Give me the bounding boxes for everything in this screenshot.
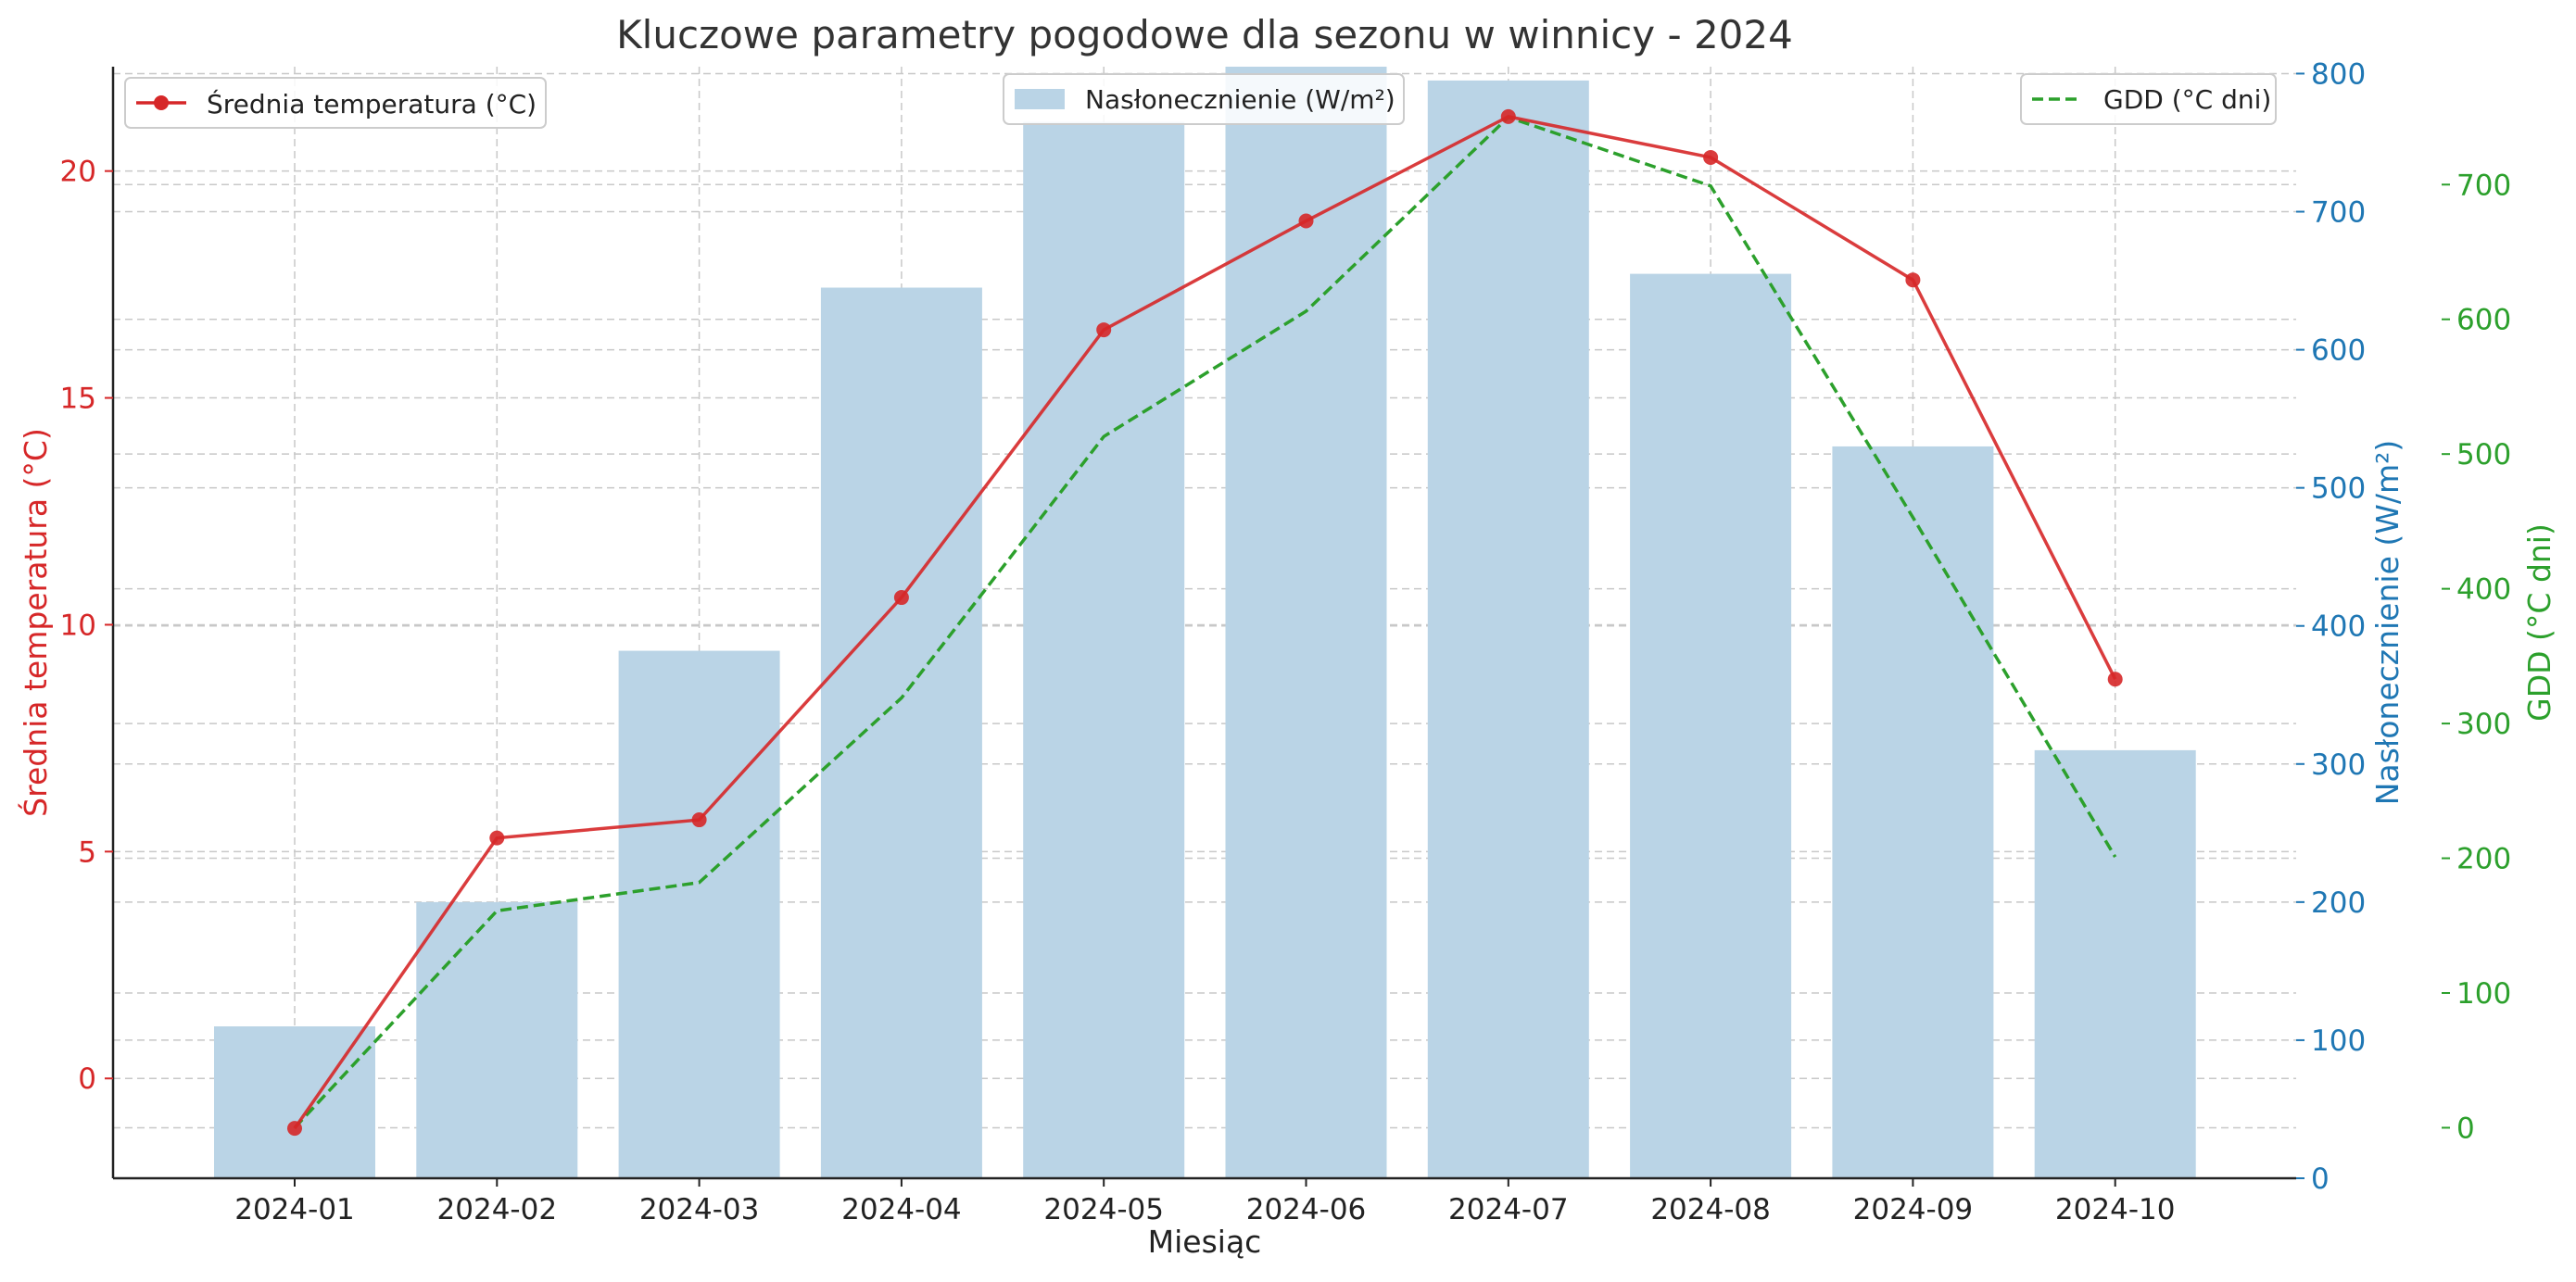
point-temperature bbox=[1298, 213, 1314, 229]
point-temperature bbox=[1096, 322, 1112, 338]
right2-tick-label: 100 bbox=[2456, 977, 2511, 1011]
legend-gdd: GDD (°C dni) bbox=[2020, 73, 2277, 125]
right-tick-label: 300 bbox=[2311, 748, 2366, 782]
line-temperature bbox=[293, 115, 2117, 1130]
left-tick-label: 20 bbox=[60, 156, 96, 189]
right-tick-label: 0 bbox=[2311, 1163, 2330, 1196]
right-axis-label: Nasłonecznienie (W/m²) bbox=[2369, 440, 2406, 806]
bar-sunshine bbox=[1630, 273, 1792, 1178]
left-tick-label: 15 bbox=[60, 383, 96, 416]
x-tick-label: 2024-08 bbox=[1650, 1193, 1771, 1226]
legend-sunshine-label: Nasłonecznienie (W/m²) bbox=[1085, 84, 1395, 115]
point-temperature bbox=[893, 590, 909, 606]
right-tick-label: 100 bbox=[2311, 1024, 2366, 1058]
right-tick-label: 500 bbox=[2311, 472, 2366, 506]
x-tick-label: 2024-07 bbox=[1448, 1193, 1569, 1226]
x-tick-label: 2024-02 bbox=[437, 1193, 558, 1226]
bar-sunshine bbox=[1023, 121, 1185, 1179]
right-tick-label: 400 bbox=[2311, 610, 2366, 644]
axes-layer: 2024-01 2024-02 2024-03 2024-04 2024-05 2024-… bbox=[60, 57, 2512, 1226]
legend-gdd-label: GDD (°C dni) bbox=[2103, 84, 2271, 115]
right2-tick-label: 700 bbox=[2456, 169, 2511, 202]
bar-sunshine bbox=[1832, 446, 1994, 1179]
right2-axis-label: GDD (°C dni) bbox=[2521, 523, 2557, 722]
chart-title: Kluczowe parametry pogodowe dla sezonu w… bbox=[616, 12, 1793, 57]
bar-sunshine bbox=[416, 901, 578, 1178]
x-tick-label: 2024-10 bbox=[2055, 1193, 2176, 1226]
bar-sunshine bbox=[1427, 80, 1589, 1178]
temperature-series bbox=[287, 108, 2123, 1137]
right-tick-label: 800 bbox=[2311, 57, 2366, 91]
right2-tick-label: 0 bbox=[2456, 1112, 2475, 1145]
left-tick-label: 10 bbox=[60, 609, 96, 642]
point-temperature bbox=[1703, 149, 1719, 165]
right2-tick-label: 200 bbox=[2456, 843, 2511, 876]
bar-sunshine bbox=[2034, 749, 2196, 1178]
point-temperature bbox=[1905, 272, 1921, 288]
legend-temperature-label: Średnia temperatura (°C) bbox=[207, 88, 537, 119]
right2-tick-label: 300 bbox=[2456, 708, 2511, 741]
left-axis-label: Średnia temperatura (°C) bbox=[17, 428, 54, 817]
legend-sunshine-swatch bbox=[1015, 89, 1065, 109]
x-tick-label: 2024-06 bbox=[1246, 1193, 1367, 1226]
legend-gdd-box bbox=[2020, 73, 2277, 125]
legend-sunshine: Nasłonecznienie (W/m²) bbox=[1003, 73, 1405, 125]
point-temperature bbox=[691, 812, 707, 828]
right2-tick-label: 600 bbox=[2456, 304, 2511, 337]
point-temperature bbox=[2107, 672, 2123, 687]
right2-tick-label: 400 bbox=[2456, 573, 2511, 607]
right-tick-label: 700 bbox=[2311, 196, 2366, 230]
x-tick-label: 2024-05 bbox=[1043, 1193, 1164, 1226]
legend-temperature-marker bbox=[154, 95, 169, 110]
legend-sunshine-box bbox=[1003, 73, 1405, 125]
x-tick-label: 2024-03 bbox=[639, 1193, 760, 1226]
point-temperature bbox=[287, 1121, 302, 1137]
x-tick-label: 2024-04 bbox=[841, 1193, 962, 1226]
bar-sunshine bbox=[820, 287, 982, 1179]
left-tick-label: 5 bbox=[78, 836, 96, 869]
line-gdd bbox=[293, 115, 2117, 1129]
point-temperature bbox=[489, 830, 505, 846]
point-temperature bbox=[1500, 108, 1516, 124]
x-axis-label: Miesiąc bbox=[1148, 1224, 1262, 1260]
right-tick-label: 600 bbox=[2311, 334, 2366, 368]
x-tick-label: 2024-09 bbox=[1853, 1193, 1974, 1226]
right-tick-label: 200 bbox=[2311, 886, 2366, 920]
left-tick-label: 0 bbox=[78, 1062, 96, 1096]
bar-sunshine bbox=[618, 650, 780, 1178]
x-tick-label: 2024-01 bbox=[234, 1193, 355, 1226]
legend-temperature: Średnia temperatura (°C) bbox=[124, 77, 547, 129]
legend-temperature-box bbox=[124, 77, 547, 129]
bar-sunshine bbox=[1225, 67, 1387, 1178]
right2-tick-label: 500 bbox=[2456, 438, 2511, 471]
sunshine-bars bbox=[214, 67, 2196, 1179]
gdd-series bbox=[293, 115, 2117, 1129]
